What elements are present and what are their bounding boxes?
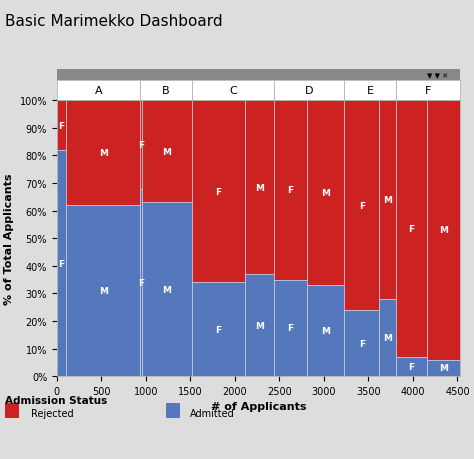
Bar <box>57 101 66 151</box>
Text: M: M <box>321 326 330 336</box>
Text: F: F <box>138 278 144 287</box>
Text: M: M <box>99 149 108 158</box>
Bar <box>66 101 140 206</box>
Text: M: M <box>438 364 447 373</box>
Text: Rejected: Rejected <box>31 408 73 418</box>
Bar <box>245 274 273 376</box>
Bar <box>344 101 379 310</box>
Bar <box>192 283 245 376</box>
Bar <box>57 81 140 101</box>
Text: M: M <box>383 196 392 205</box>
Bar <box>273 81 344 101</box>
Text: F: F <box>215 187 221 196</box>
Bar <box>192 101 245 283</box>
Bar <box>344 310 379 376</box>
Text: M: M <box>163 147 172 157</box>
Bar <box>379 101 396 299</box>
Bar <box>66 206 140 376</box>
Text: F: F <box>287 324 293 333</box>
Bar <box>245 101 273 274</box>
Text: M: M <box>163 285 172 294</box>
Text: E: E <box>367 86 374 96</box>
Text: A: A <box>95 86 102 96</box>
Text: Basic Marimekko Dashboard: Basic Marimekko Dashboard <box>5 14 222 29</box>
Bar <box>273 280 307 376</box>
Bar <box>396 101 427 357</box>
Y-axis label: % of Total Applicants: % of Total Applicants <box>4 173 14 304</box>
Bar <box>57 151 66 376</box>
Bar <box>307 285 344 376</box>
Bar <box>427 101 460 360</box>
Bar <box>140 81 192 101</box>
Bar <box>192 81 273 101</box>
Text: D: D <box>305 86 313 96</box>
Text: F: F <box>215 325 221 334</box>
Text: F: F <box>359 201 365 210</box>
Text: F: F <box>138 140 144 150</box>
Text: F: F <box>425 86 431 96</box>
X-axis label: # of Applicants: # of Applicants <box>210 402 306 412</box>
Text: M: M <box>255 183 264 192</box>
Text: M: M <box>438 226 447 235</box>
Text: F: F <box>359 339 365 348</box>
Text: Admission Status: Admission Status <box>5 395 107 405</box>
Text: F: F <box>287 186 293 195</box>
Bar <box>142 203 192 376</box>
Bar <box>273 101 307 280</box>
Bar <box>427 360 460 376</box>
Text: ▼ ▼ ✕: ▼ ▼ ✕ <box>427 73 447 78</box>
Bar <box>396 81 460 101</box>
Bar <box>396 357 427 376</box>
Text: M: M <box>383 333 392 342</box>
Text: F: F <box>408 224 414 234</box>
Bar <box>307 101 344 285</box>
Text: C: C <box>229 86 237 96</box>
Text: F: F <box>408 362 414 371</box>
Bar <box>140 101 142 189</box>
Text: M: M <box>321 189 330 198</box>
Text: F: F <box>59 259 65 268</box>
Bar <box>142 101 192 203</box>
Bar <box>57 70 460 81</box>
Bar <box>379 299 396 376</box>
Text: M: M <box>99 286 108 296</box>
Bar <box>140 189 142 376</box>
Text: B: B <box>162 86 170 96</box>
Bar <box>344 81 396 101</box>
Text: M: M <box>255 321 264 330</box>
Text: F: F <box>59 121 65 130</box>
Text: Admitted: Admitted <box>190 408 234 418</box>
